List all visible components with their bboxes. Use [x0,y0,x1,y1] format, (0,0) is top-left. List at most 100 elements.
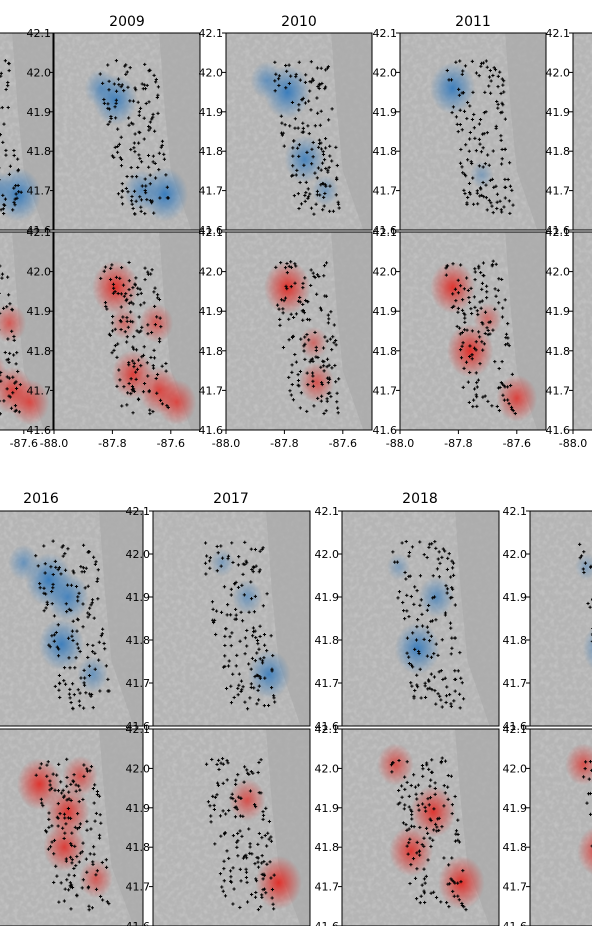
location-marker [440,705,444,709]
location-marker [62,679,66,683]
location-marker [133,132,137,136]
location-marker [226,664,231,668]
location-marker [301,126,305,131]
location-marker [483,394,487,398]
location-marker [236,854,240,858]
location-marker [252,630,256,634]
location-marker [223,831,228,835]
location-marker [236,563,241,567]
location-marker [125,335,129,339]
y-tick-label: 41.9 [315,802,340,815]
y-tick-label: 41.6 [546,224,571,237]
location-marker [164,369,168,373]
location-marker [114,89,119,93]
location-marker [78,649,82,654]
location-marker [328,154,332,158]
location-marker [143,62,147,67]
y-tick-label: 41.8 [126,841,151,854]
location-marker [457,326,462,330]
location-marker [139,205,143,209]
y-tick-label: 42.1 [199,27,224,40]
location-marker [477,74,481,78]
location-marker [69,608,73,612]
location-marker [449,626,453,630]
location-marker [430,688,434,692]
location-marker [252,803,257,807]
location-marker [472,295,477,299]
location-marker [135,329,139,333]
location-marker [458,348,463,352]
location-marker [145,197,149,202]
location-marker [458,122,462,127]
location-marker [290,382,294,387]
location-marker [430,619,435,623]
map-panel: 41.641.741.841.942.042.1-88.0-87.8-87.6 [373,226,547,450]
location-marker [95,869,99,873]
location-marker [59,780,63,784]
location-marker [457,692,462,696]
x-tick-label: -87.6 [10,437,38,450]
location-marker [415,685,420,689]
location-marker [474,371,478,375]
location-marker [215,569,219,573]
location-marker [302,163,306,167]
location-marker [485,131,489,135]
location-marker [116,144,120,149]
location-marker [423,805,427,809]
location-marker [393,560,397,564]
location-marker [491,328,495,332]
location-marker [422,637,426,641]
location-marker [463,313,467,317]
location-marker [0,370,3,375]
location-marker [422,867,426,871]
location-marker [36,564,40,568]
map-panel: 41.641.741.841.942.042.1-88.0-87.8-87.6 [0,231,54,450]
location-marker [277,83,281,88]
location-marker [287,81,292,86]
location-marker [82,774,86,778]
map-panel: 41.641.741.841.942.042.1-88.0-87.8-87.6 [27,226,201,450]
location-marker [127,116,131,120]
location-marker [470,329,474,333]
location-marker [109,116,113,121]
location-marker [305,371,309,375]
location-marker [64,822,68,826]
location-marker [256,860,260,864]
location-marker [322,411,326,416]
location-marker [455,324,459,329]
location-marker [409,681,413,685]
location-marker [249,685,253,690]
location-marker [12,153,16,158]
location-marker [319,394,324,398]
location-marker [405,760,409,764]
location-marker [448,621,453,625]
location-marker [151,160,155,164]
location-marker [451,561,456,565]
location-marker [506,342,510,346]
location-marker [146,332,150,336]
location-marker [404,539,408,544]
location-marker [94,560,98,564]
location-marker [316,166,321,170]
location-marker [44,829,48,833]
location-marker [430,542,434,546]
location-marker [152,73,156,77]
location-marker [290,363,294,367]
location-marker [256,770,260,775]
location-marker [132,141,136,145]
location-marker [153,176,158,180]
hotspot [418,576,454,618]
y-tick-label: 41.7 [126,881,151,894]
location-marker [314,348,318,353]
location-marker [287,63,291,67]
location-marker [245,644,249,648]
location-marker [255,651,259,655]
location-marker [227,808,231,813]
location-marker [497,277,501,281]
location-marker [142,137,146,141]
location-marker [453,677,457,682]
location-marker [131,411,135,415]
location-marker [466,380,470,384]
location-marker [140,184,144,188]
location-marker [495,206,499,211]
